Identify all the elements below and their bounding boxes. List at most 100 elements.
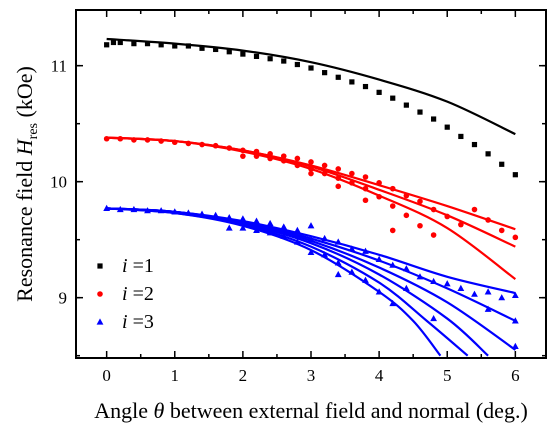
data-point-series-2 (321, 162, 328, 169)
data-point-series-1 (471, 141, 478, 148)
data-point-series-1 (172, 43, 178, 49)
x-tick-label: 6 (511, 366, 520, 385)
data-point-series-2 (308, 159, 314, 165)
data-point-series-1 (144, 41, 151, 47)
data-point-series-3 (293, 226, 301, 233)
legend: i =1 i =2 i =3 (96, 255, 154, 333)
data-point-series-3 (280, 223, 288, 230)
fit-curves-layer (106, 37, 517, 357)
data-point-series-1 (431, 116, 437, 122)
y-tick-label: 11 (51, 57, 67, 76)
y-tick-label: 9 (59, 289, 68, 308)
data-point-series-3 (171, 208, 179, 215)
data-point-series-1 (158, 42, 164, 48)
x-tick-label: 3 (307, 366, 316, 385)
data-point-series-2 (362, 197, 369, 204)
data-point-series-2 (512, 234, 519, 241)
data-point-series-1 (281, 58, 287, 64)
data-point-series-1 (104, 42, 110, 48)
data-point-series-2 (158, 138, 164, 144)
data-point-series-2 (280, 153, 287, 159)
data-points-layer (103, 39, 519, 349)
data-point-series-3 (266, 229, 274, 236)
data-point-series-3 (184, 209, 192, 216)
data-point-series-2 (362, 185, 369, 192)
data-point-series-1 (185, 43, 191, 49)
data-point-series-1 (512, 172, 518, 178)
data-point-series-1 (403, 102, 409, 108)
data-point-series-3 (293, 238, 301, 245)
data-point-series-3 (348, 268, 356, 275)
data-point-series-1 (226, 49, 232, 55)
x-axis-title: Angle θ between external field and norma… (94, 398, 528, 423)
data-point-series-2 (212, 142, 219, 149)
data-point-series-2 (485, 217, 491, 223)
data-point-series-3 (334, 270, 342, 278)
data-point-series-3 (198, 210, 206, 217)
data-point-series-2 (498, 227, 505, 234)
data-point-series-2 (171, 139, 178, 146)
data-point-series-3 (116, 205, 124, 213)
data-point-series-2 (349, 170, 355, 177)
data-point-series-3 (362, 247, 369, 254)
data-point-series-2 (308, 166, 314, 172)
data-point-series-2 (253, 148, 260, 155)
x-tick-label: 0 (102, 366, 111, 385)
data-point-series-3 (334, 259, 342, 266)
data-point-series-2 (226, 145, 233, 151)
data-point-series-1 (485, 151, 491, 157)
data-point-series-3 (157, 207, 165, 214)
data-point-series-2 (403, 212, 410, 219)
data-point-series-1 (117, 39, 123, 46)
data-point-series-2 (240, 153, 246, 159)
data-point-series-2 (389, 203, 396, 209)
data-point-series-2 (430, 206, 437, 213)
data-point-series-3 (375, 255, 383, 262)
data-point-series-1 (213, 46, 219, 53)
data-point-series-2 (430, 232, 437, 238)
data-point-series-2 (389, 185, 396, 192)
data-point-series-3 (511, 342, 519, 349)
data-point-series-1 (253, 53, 260, 59)
data-point-series-2 (376, 193, 382, 200)
data-point-series-3 (334, 238, 342, 245)
data-point-series-3 (375, 288, 383, 295)
y-tick-label: 10 (50, 173, 67, 192)
data-point-series-3 (511, 317, 519, 324)
data-point-series-2 (471, 206, 478, 213)
data-point-series-2 (335, 166, 342, 172)
data-point-series-1 (499, 161, 505, 167)
data-point-series-3 (471, 290, 478, 297)
data-point-series-3 (402, 265, 410, 272)
data-point-series-1 (322, 70, 328, 76)
data-point-series-2 (417, 198, 423, 205)
data-point-series-2 (185, 140, 192, 147)
data-point-series-2 (280, 158, 287, 164)
data-point-series-2 (294, 155, 301, 162)
data-point-series-2 (403, 192, 410, 199)
data-point-series-3 (307, 248, 315, 256)
fit-curve-series-2-1 (106, 136, 516, 231)
y-axis-title: Resonance field Hres (kOe) (12, 66, 41, 302)
data-point-series-3 (307, 222, 315, 229)
data-point-series-2 (308, 170, 314, 177)
data-point-series-2 (335, 175, 342, 181)
data-point-series-3 (457, 284, 465, 291)
data-point-series-2 (117, 135, 124, 142)
data-point-series-2 (144, 137, 151, 143)
legend-marker-series-3 (96, 318, 104, 325)
data-point-series-3 (253, 217, 260, 224)
legend-label-series-2: i =2 (122, 283, 154, 305)
data-point-series-1 (267, 56, 273, 62)
data-point-series-3 (389, 299, 397, 307)
data-point-series-3 (430, 277, 438, 285)
data-point-series-3 (348, 245, 356, 252)
legend-label-series-3: i =3 (122, 311, 154, 333)
data-point-series-1 (390, 95, 396, 101)
data-point-series-3 (511, 291, 519, 298)
data-point-series-2 (362, 174, 369, 180)
data-point-series-3 (484, 288, 492, 295)
legend-marker-series-2 (97, 291, 103, 297)
data-point-series-1 (294, 61, 300, 68)
x-tick-label: 2 (239, 366, 248, 385)
